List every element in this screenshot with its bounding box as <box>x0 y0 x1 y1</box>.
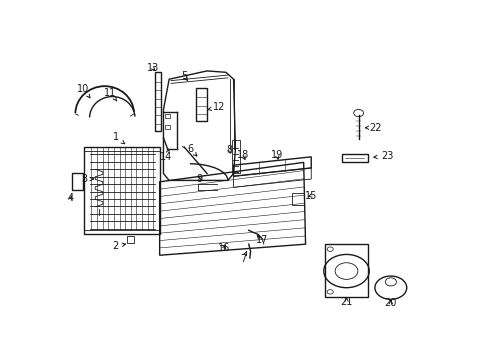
Bar <box>341 154 367 162</box>
Text: 22: 22 <box>365 123 381 133</box>
Text: 23: 23 <box>373 151 392 161</box>
Bar <box>155 72 161 131</box>
Bar <box>195 87 206 121</box>
Text: 19: 19 <box>270 150 283 161</box>
Text: 13: 13 <box>146 63 159 73</box>
Text: 11: 11 <box>104 88 117 101</box>
Text: 18: 18 <box>236 150 249 161</box>
Text: 17: 17 <box>255 235 267 245</box>
Bar <box>165 114 169 118</box>
Bar <box>126 237 133 243</box>
Text: 4: 4 <box>67 193 74 203</box>
Bar <box>292 193 303 204</box>
Text: 8: 8 <box>226 145 232 155</box>
Bar <box>324 244 367 297</box>
Text: 7: 7 <box>240 252 246 264</box>
Text: 6: 6 <box>186 144 197 156</box>
Text: 15: 15 <box>305 191 317 201</box>
Bar <box>72 174 83 190</box>
Text: 20: 20 <box>384 298 396 308</box>
Text: 14: 14 <box>160 149 172 162</box>
Text: 2: 2 <box>112 241 125 251</box>
Text: 10: 10 <box>77 84 90 98</box>
Text: 16: 16 <box>218 243 230 253</box>
Text: 12: 12 <box>207 102 225 112</box>
Bar <box>232 140 240 174</box>
Text: 21: 21 <box>340 297 352 307</box>
Bar <box>165 125 169 129</box>
Text: 5: 5 <box>181 72 187 81</box>
Text: 1: 1 <box>113 132 124 144</box>
Text: 3: 3 <box>81 174 93 184</box>
Text: 9: 9 <box>196 174 202 184</box>
